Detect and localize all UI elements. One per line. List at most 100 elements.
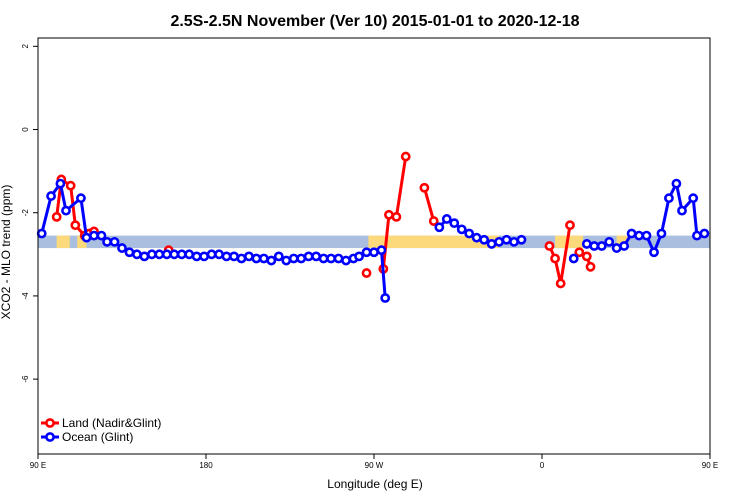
land-strip-segment (555, 235, 584, 249)
data-point (89, 230, 99, 241)
data-point (688, 193, 699, 204)
data-point (311, 251, 322, 262)
data-point (303, 251, 314, 262)
series-ocean (36, 178, 710, 303)
data-point (229, 251, 239, 262)
data-point (354, 251, 364, 262)
data-point (333, 253, 344, 264)
data-point (509, 236, 519, 247)
data-point (699, 228, 710, 239)
data-point (51, 211, 62, 222)
data-point (191, 251, 202, 262)
y-tick-label: 0 (21, 127, 30, 132)
data-point (154, 249, 165, 260)
data-point (132, 249, 142, 260)
data-point (611, 243, 622, 253)
land-strip-segment (368, 235, 500, 249)
data-point (46, 191, 56, 201)
data-point (214, 249, 224, 260)
data-point (176, 249, 187, 260)
data-point (296, 253, 307, 264)
data-point (626, 228, 637, 239)
chart-title: 2.5S-2.5N November (Ver 10) 2015-01-01 t… (170, 13, 579, 30)
data-point (384, 209, 394, 220)
data-point (117, 243, 127, 253)
data-point (361, 247, 372, 258)
data-point (516, 234, 527, 245)
data-point (65, 180, 76, 191)
y-axis-label: XCO2 - MLO trend (ppm) (0, 185, 13, 320)
data-point (585, 261, 596, 272)
series-line (422, 187, 436, 222)
data-point (341, 255, 351, 266)
x-tick-label: 90 E (30, 461, 46, 470)
y-tick-label: -2 (21, 209, 30, 217)
data-point (161, 249, 172, 260)
legend-marker (45, 418, 55, 428)
data-point (288, 253, 299, 264)
data-point (494, 236, 504, 247)
data-point (641, 230, 652, 241)
data-point (581, 251, 592, 262)
x-tick-label: 0 (540, 461, 545, 470)
data-point (456, 224, 467, 235)
data-point (244, 251, 254, 262)
data-point (464, 228, 475, 239)
data-point (419, 182, 430, 193)
data-point (471, 232, 482, 243)
data-point (428, 216, 439, 226)
data-point (649, 247, 659, 258)
data-point (550, 253, 560, 264)
series-layer (36, 151, 710, 303)
data-point (109, 236, 120, 247)
data-point (184, 249, 195, 260)
data-point (281, 255, 292, 266)
series-land (51, 151, 596, 289)
data-point (273, 251, 284, 262)
data-point (81, 232, 92, 243)
data-point (574, 247, 585, 258)
data-point (318, 253, 329, 264)
x-tick-label: 90 W (365, 461, 384, 470)
data-point (671, 178, 682, 189)
data-point (391, 211, 402, 222)
series-line (548, 224, 572, 285)
data-point (441, 214, 452, 224)
data-point (146, 249, 157, 260)
data-point (555, 278, 566, 289)
data-point (565, 220, 575, 231)
x-tick-label: 180 (199, 461, 213, 470)
data-point (199, 251, 210, 262)
data-point (236, 253, 247, 264)
data-point (266, 255, 277, 266)
data-point (376, 245, 387, 256)
data-point (55, 178, 66, 189)
data-point (221, 251, 232, 262)
data-point (604, 236, 615, 247)
data-point (568, 253, 579, 264)
data-point (486, 239, 497, 249)
plot-frame (37, 37, 711, 455)
data-point (361, 268, 372, 278)
data-point (596, 241, 607, 251)
legend-label: Land (Nadir&Glint) (62, 416, 161, 430)
land-strip-layer (56, 235, 628, 249)
data-point (70, 220, 81, 231)
y-tick-label: -4 (21, 292, 30, 300)
data-point (380, 293, 391, 303)
data-point (501, 234, 512, 245)
data-point (36, 228, 47, 239)
legend: Land (Nadir&Glint)Ocean (Glint) (41, 416, 161, 444)
legend-label: Ocean (Glint) (62, 430, 133, 444)
y-tick-label: -6 (21, 375, 30, 383)
data-point (76, 193, 86, 204)
data-point (434, 222, 445, 233)
data-point (251, 253, 262, 264)
data-point (634, 230, 644, 241)
data-point (544, 241, 555, 251)
axis-layer: 90 E 180 90 W 0 90 E 2 0 -2 -4 -6 (21, 44, 718, 470)
data-point (326, 253, 336, 264)
data-point (400, 151, 411, 162)
data-point (581, 239, 592, 249)
